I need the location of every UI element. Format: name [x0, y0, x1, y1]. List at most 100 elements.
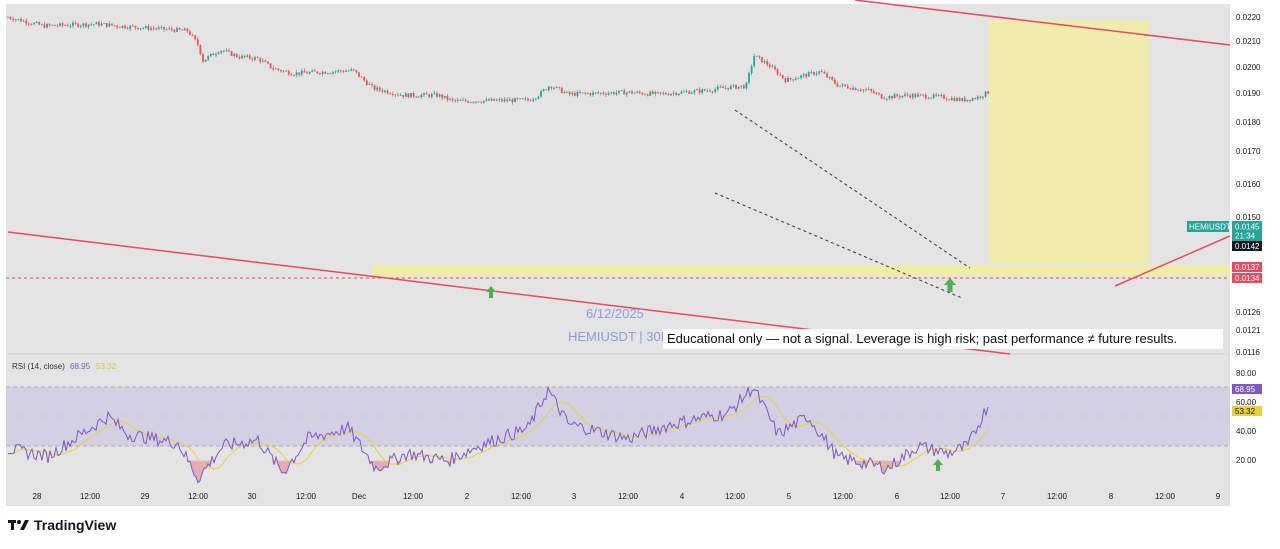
candle-body: [264, 60, 267, 62]
y-tick-label: 0.0126: [1236, 308, 1261, 317]
candle-body: [849, 88, 852, 90]
candle-body: [74, 22, 77, 24]
candle-body: [599, 92, 602, 94]
candle-body: [573, 92, 576, 96]
candle-body: [602, 92, 605, 94]
x-tick-label: 8: [1109, 492, 1114, 501]
candle-body: [805, 74, 808, 77]
candle-body: [940, 95, 943, 96]
candle-body: [545, 89, 548, 91]
candle-body: [451, 98, 454, 101]
candle-body: [147, 26, 150, 30]
candle-body: [810, 71, 813, 73]
candle-body: [204, 59, 207, 62]
candle-body: [412, 92, 415, 97]
candle-body: [820, 71, 823, 73]
candle-body: [373, 85, 376, 90]
candle-body: [511, 99, 514, 103]
tradingview-logo-icon: [8, 520, 29, 530]
candle-body: [800, 75, 802, 78]
candle-body: [321, 71, 324, 75]
candle-body: [716, 86, 719, 90]
rsi-ma-line: [7, 395, 989, 470]
candle-body: [685, 91, 688, 93]
candle-body: [862, 89, 865, 91]
candle-body: [477, 101, 480, 103]
x-tick-label: 2: [465, 492, 470, 501]
candle-body: [657, 91, 659, 93]
candle-body: [433, 93, 436, 95]
candle-body: [189, 31, 191, 35]
candle-body: [308, 72, 311, 74]
candle-body: [142, 27, 145, 29]
candle-body: [560, 87, 563, 94]
candle-body: [131, 25, 134, 27]
candle-body: [482, 100, 485, 103]
candle-body: [334, 71, 337, 73]
candle-body: [404, 93, 407, 97]
candle-body: [711, 91, 714, 93]
candle-body: [25, 20, 28, 24]
candle-body: [428, 94, 431, 97]
candle-body: [436, 93, 438, 97]
x-tick-label: 30: [248, 492, 257, 501]
candle-body: [828, 77, 831, 78]
candle-body: [984, 91, 987, 97]
candle-body: [924, 94, 927, 99]
candle-body: [854, 87, 857, 90]
candle-body: [792, 79, 795, 81]
brand-name: TradingView: [34, 517, 117, 533]
price-axis[interactable]: 0.0220 0.0210 0.0200 0.0190 0.0180 0.0170 0.01…: [1236, 13, 1261, 357]
candle-body: [22, 20, 25, 22]
rsi-oversold-fill: [8, 460, 988, 483]
candle-body: [402, 95, 405, 97]
tradingview-logo[interactable]: TradingView: [8, 517, 116, 533]
candle-body: [407, 93, 410, 98]
candle-body: [202, 54, 204, 62]
candles-group: [7, 15, 990, 105]
candle-body: [534, 98, 537, 100]
candle-body: [66, 25, 69, 27]
time-axis[interactable]: 28 12:00 29 12:00 30 12:00 Dec 12:00 2 12:00 3 12:0…: [33, 492, 1221, 501]
candle-body: [391, 94, 394, 96]
rsi-legend-label: RSI (14, close): [12, 362, 65, 371]
candle-body: [976, 96, 979, 99]
x-tick-label: 12:00: [511, 492, 532, 501]
candle-body: [664, 93, 667, 95]
candle-body: [758, 55, 761, 58]
candle-body: [974, 98, 977, 99]
candle-body: [443, 95, 446, 98]
candle-body: [150, 28, 152, 30]
candle-body: [170, 28, 173, 30]
candle-body: [982, 96, 984, 98]
rsi-axis[interactable]: 80.00 60.00 40.00 20.00: [1236, 369, 1257, 465]
candle-body: [638, 91, 641, 93]
prev-close-tag: 0.0142: [1232, 241, 1262, 251]
candle-body: [605, 93, 607, 95]
candle-body: [586, 93, 589, 95]
candle-body: [644, 94, 646, 96]
candle-body: [813, 71, 815, 75]
candle-body: [719, 86, 722, 88]
candle-body: [495, 99, 498, 101]
candle-body: [134, 25, 137, 28]
candle-body: [729, 85, 732, 90]
candle-body: [885, 98, 888, 100]
candle-body: [672, 92, 675, 94]
candle-body: [709, 90, 711, 92]
candle-body: [303, 70, 306, 73]
candle-body: [784, 78, 787, 83]
candle-body: [85, 23, 87, 27]
candle-body: [615, 92, 618, 95]
candle-body: [53, 24, 56, 26]
candle-body: [280, 69, 282, 72]
candle-body: [389, 93, 392, 95]
candle-body: [59, 23, 61, 26]
candle-body: [397, 94, 399, 96]
upper-trendline: [854, 0, 1231, 46]
candle-body: [532, 99, 535, 101]
candle-body: [641, 92, 644, 95]
candle-body: [594, 92, 597, 94]
candle-body: [38, 22, 41, 25]
